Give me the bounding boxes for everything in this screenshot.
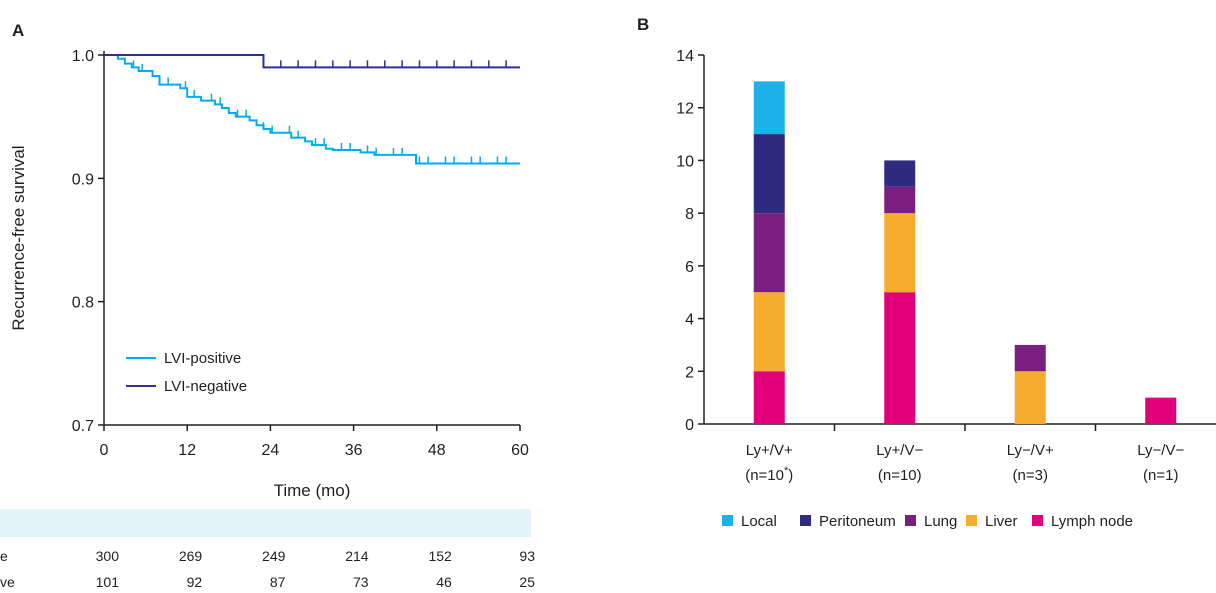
risk-cell: 25	[519, 574, 535, 590]
km-x-tick-label: 48	[428, 442, 446, 459]
bar-segment-peritoneum	[884, 160, 916, 187]
risk-cell: 214	[345, 548, 369, 564]
bar-category-n-text: (n=10	[745, 467, 784, 484]
bar-legend-label-lung: Lung	[924, 513, 957, 530]
bar-category-label: Ly+/V−	[876, 442, 923, 459]
bar-stacks	[753, 81, 1177, 424]
bar-segment-local	[753, 81, 785, 135]
bar-y-tick-label: 0	[685, 417, 694, 434]
bar-segment-liver	[753, 292, 785, 372]
bar-category-n: (n=3)	[1013, 467, 1048, 484]
bar-segment-lung	[1014, 344, 1046, 372]
bar-segment-liver	[1014, 371, 1046, 424]
bar-segment-lymph-node	[753, 371, 785, 424]
risk-cell: 101	[96, 574, 120, 590]
bar-legend-label-lymph-node: Lymph node	[1051, 513, 1133, 530]
km-y-ticks: 0.7 0.8 0.9 1.0	[72, 48, 104, 435]
bar-category-label: Ly−/V−	[1137, 442, 1184, 459]
km-y-tick-label: 0.7	[72, 418, 94, 435]
bar-y-tick-label: 4	[685, 312, 694, 329]
km-x-tick-label: 36	[345, 442, 363, 459]
risk-cell: 87	[270, 574, 286, 590]
bar-segment-lymph-node	[1145, 397, 1177, 424]
bar-legend-label-liver: Liver	[985, 513, 1018, 530]
km-x-ticks: 0 12 24 36 48 60	[100, 425, 529, 459]
bar-y-ticks: 0 2 4 6 8 10 12 14	[676, 48, 704, 434]
bar-legend-swatch-lymph-node	[1032, 515, 1043, 526]
km-y-axis-label: Recurrence-free survival	[9, 145, 28, 330]
bar-segment-liver	[884, 213, 916, 293]
km-x-tick-label: 24	[262, 442, 280, 459]
bar-y-tick-label: 14	[676, 48, 694, 65]
km-x-axis-label: Time (mo)	[274, 481, 351, 500]
bar-legend-label-peritoneum: Peritoneum	[819, 513, 896, 530]
km-legend-label-lvi-positive: LVI-positive	[164, 350, 241, 367]
risk-table: e 300 269 249 214 152 93 ve 101 92 87 73 46 25	[0, 548, 535, 590]
bar-category-n-footnote-star: *	[784, 465, 789, 477]
km-x-tick-label: 12	[178, 442, 196, 459]
risk-row-label: ve	[0, 574, 15, 590]
risk-cell: 152	[428, 548, 452, 564]
risk-cell: 92	[187, 574, 203, 590]
bar-legend-label-local: Local	[741, 513, 777, 530]
risk-cell: 93	[519, 548, 535, 564]
bar-segment-lung	[884, 186, 916, 214]
bar-category-n: (n=1)	[1143, 467, 1178, 484]
km-curve-lvi-negative	[104, 54, 520, 69]
bar-category-label: Ly−/V+	[1007, 442, 1054, 459]
bar-x-labels: Ly+/V+ (n=10*) Ly+/V− (n=10) Ly−/V+ (n=3) Ly−/…	[745, 424, 1184, 484]
risk-cell: 73	[353, 574, 369, 590]
km-x-tick-label: 60	[511, 442, 529, 459]
km-curves	[104, 54, 520, 165]
risk-cell: 46	[436, 574, 452, 590]
bar-category-n: (n=10*)	[745, 465, 793, 484]
km-legend: LVI-positive LVI-negative	[126, 350, 247, 395]
km-curve-lvi-positive	[104, 54, 520, 165]
risk-cell: 249	[262, 548, 286, 564]
bar-legend-swatch-lung	[905, 515, 916, 526]
bar-legend: Local Peritoneum Lung Liver Lymph node	[722, 513, 1133, 530]
bar-y-tick-label: 6	[685, 259, 694, 276]
bar-segment-lung	[753, 213, 785, 293]
km-legend-label-lvi-negative: LVI-negative	[164, 378, 247, 395]
panel-a-letter: A	[12, 21, 24, 40]
bar-y-tick-label: 12	[676, 101, 694, 118]
bar-category-n-close: )	[788, 467, 793, 484]
bar-category-n: (n=10)	[878, 467, 922, 484]
bar-category-label: Ly+/V+	[746, 442, 793, 459]
bar-y-tick-label: 10	[676, 153, 694, 170]
bar-y-tick-label: 8	[685, 206, 694, 223]
bar-chart: 0 2 4 6 8 10 12 14 Ly+/V+ (n=10*) Ly+/V− (n=10) Ly−…	[676, 48, 1216, 530]
bar-legend-swatch-liver	[966, 515, 977, 526]
panel-b-letter: B	[637, 15, 649, 34]
km-chart: 0.7 0.8 0.9 1.0 0 12 24 36 48 60 Recurrence-free…	[9, 48, 529, 500]
risk-row-label: e	[0, 548, 8, 564]
bar-segment-peritoneum	[753, 134, 785, 214]
bar-legend-swatch-peritoneum	[800, 515, 811, 526]
km-y-tick-label: 1.0	[72, 48, 94, 65]
bar-segment-lymph-node	[884, 292, 916, 424]
km-x-tick-label: 0	[100, 442, 109, 459]
risk-cell: 269	[179, 548, 203, 564]
km-y-tick-label: 0.8	[72, 295, 94, 312]
km-y-tick-label: 0.9	[72, 171, 94, 188]
risk-cell: 300	[96, 548, 120, 564]
bar-y-tick-label: 2	[685, 364, 694, 381]
risk-table-header	[0, 509, 531, 537]
bar-legend-swatch-local	[722, 515, 733, 526]
